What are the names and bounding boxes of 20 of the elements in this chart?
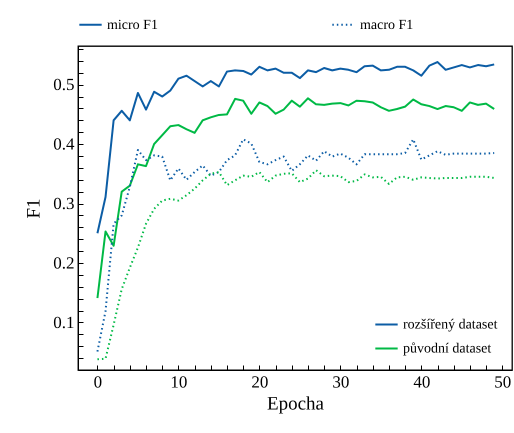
- y-tick-label: 0.2: [53, 253, 74, 272]
- y-tick-label: 0.4: [53, 134, 75, 154]
- x-tick-label: 20: [251, 372, 268, 392]
- x-tick-label: 50: [494, 372, 512, 392]
- x-tick-label: 40: [413, 372, 430, 392]
- x-tick-label: 0: [94, 372, 102, 392]
- y-tick-label: 0.1: [53, 312, 74, 332]
- y-tick-label: 0.3: [53, 194, 74, 214]
- legend-label: původní dataset: [403, 342, 492, 356]
- y-axis-title: F1: [23, 198, 44, 219]
- text: macro F1: [360, 18, 414, 33]
- legend-label: rozšířený dataset: [403, 318, 498, 332]
- y-tick-label: 0.5: [53, 75, 74, 94]
- x-tick-label: 10: [170, 372, 188, 392]
- x-tick-label: 30: [332, 372, 350, 392]
- text: micro F1: [107, 18, 158, 33]
- line-series: [96, 61, 496, 234]
- x-axis-title: Epocha: [267, 394, 325, 414]
- line-series: [96, 169, 496, 360]
- line-series: [96, 97, 496, 300]
